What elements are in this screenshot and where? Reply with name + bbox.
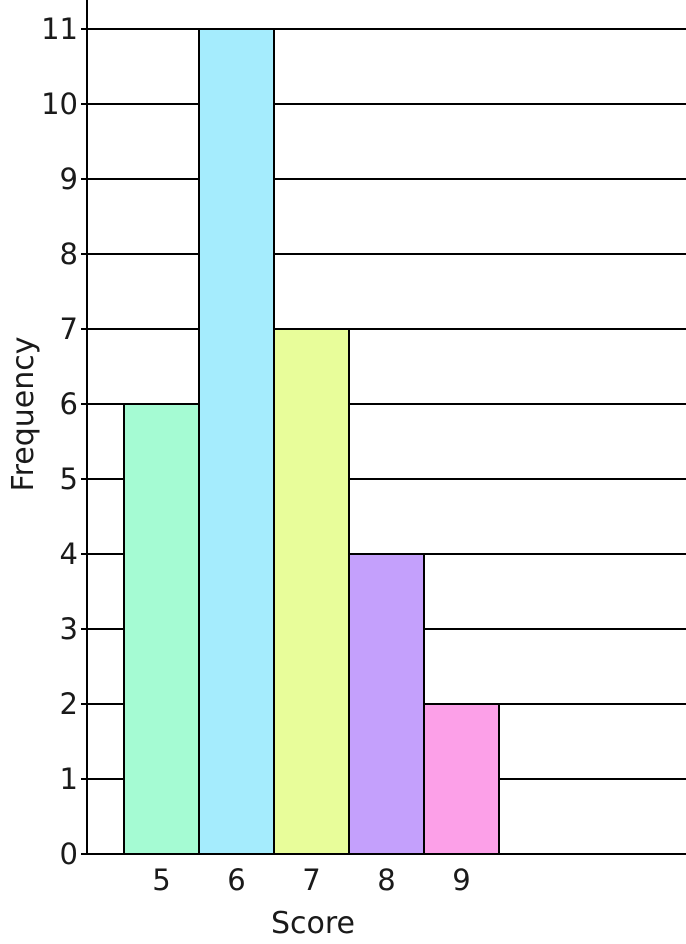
bar-8 (348, 553, 425, 855)
y-tick-label-8: 8 (60, 237, 78, 271)
x-tick-label-8: 8 (377, 863, 395, 897)
y-tick-label-2: 2 (60, 687, 78, 721)
bar-5 (123, 403, 200, 855)
y-tick-label-11: 11 (41, 12, 78, 46)
x-tick-label-6: 6 (227, 863, 245, 897)
x-tick-labels: 5 6 7 8 9 (152, 863, 470, 897)
y-tick-label-7: 7 (60, 312, 78, 346)
bar-9 (423, 703, 500, 855)
y-tick-label-6: 6 (60, 387, 78, 421)
y-tick-label-10: 10 (41, 87, 78, 121)
y-tick-label-4: 4 (60, 537, 78, 571)
y-tick-label-0: 0 (60, 837, 78, 871)
x-axis-title: Score (271, 906, 355, 941)
bar-6 (198, 28, 275, 855)
axes (81, 0, 686, 855)
bar-7 (273, 328, 350, 855)
y-tick-label-5: 5 (60, 462, 78, 496)
bars (123, 28, 500, 855)
x-tick-label-5: 5 (152, 863, 170, 897)
x-tick-label-7: 7 (302, 863, 320, 897)
y-axis-title: Frequency (6, 337, 41, 492)
y-tick-label-1: 1 (60, 762, 78, 796)
y-tick-labels: 0 1 2 3 4 5 6 7 8 9 10 11 (41, 12, 78, 871)
y-tick-label-3: 3 (60, 612, 78, 646)
y-tick-label-9: 9 (60, 162, 78, 196)
x-tick-label-9: 9 (452, 863, 470, 897)
